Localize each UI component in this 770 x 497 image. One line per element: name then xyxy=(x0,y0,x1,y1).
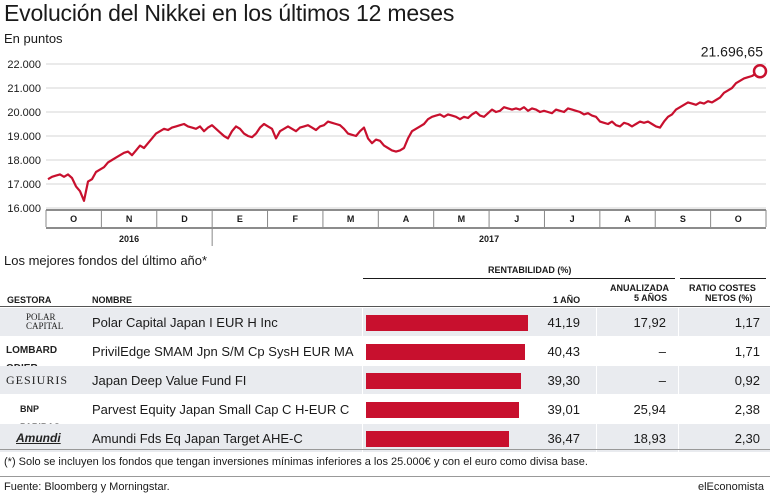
return-bar xyxy=(366,431,510,447)
table-bottom-rule xyxy=(0,449,770,450)
column-separator xyxy=(362,395,363,423)
year-label-2017: 2017 xyxy=(479,234,499,244)
source-text: Fuente: Bloomberg y Morningstar. xyxy=(4,481,170,493)
column-separator xyxy=(362,308,363,336)
ratio-costs-value: 2,30 xyxy=(734,431,760,446)
footnote: (*) Solo se incluyen los fondos que teng… xyxy=(4,456,588,468)
annualized-5y-value: 25,94 xyxy=(633,402,666,417)
return-bar xyxy=(366,315,528,331)
month-label: M xyxy=(458,214,466,224)
header-gestora: GESTORA xyxy=(7,295,52,305)
header-1-ano: 1 AÑO xyxy=(553,295,581,305)
last-value-marker xyxy=(752,64,768,79)
column-separator xyxy=(596,366,597,394)
annualized-5y-value: 17,92 xyxy=(633,315,666,330)
fund-name: Polar Capital Japan I EUR H Inc xyxy=(92,315,278,330)
return-bar xyxy=(366,344,525,360)
y-tick-label: 20.000 xyxy=(7,107,41,119)
nikkei-line-chart: 16.000 17.000 18.000 19.000 20.000 21.000 22.0… xyxy=(7,43,768,246)
column-separator xyxy=(596,395,597,423)
column-separator xyxy=(596,308,597,336)
header-ratio: RATIO COSTES xyxy=(689,283,756,293)
y-tick-label: 16.000 xyxy=(7,203,41,215)
return-1y-value: 41,19 xyxy=(547,315,580,330)
y-tick-label: 21.000 xyxy=(7,83,41,95)
y-tick-label: 19.000 xyxy=(7,131,41,143)
table-row: POLAR CAPITAL Polar Capital Japan I EUR H… xyxy=(0,308,770,336)
month-label: D xyxy=(181,214,188,224)
ratio-costs-value: 1,71 xyxy=(734,344,760,359)
ratio-costs-value: 2,38 xyxy=(734,402,760,417)
fund-name: Japan Deep Value Fund FI xyxy=(92,373,247,388)
column-separator xyxy=(596,337,597,365)
column-separator xyxy=(678,337,679,365)
column-separator xyxy=(678,424,679,452)
gestora-logo: Amundi xyxy=(16,431,61,445)
month-label: N xyxy=(126,214,133,224)
header-anualizada: ANUALIZADA xyxy=(610,283,669,293)
annualized-5y-value: – xyxy=(658,344,666,359)
month-label: J xyxy=(570,214,575,224)
annualized-5y-value: – xyxy=(658,373,666,388)
month-label: O xyxy=(70,214,77,224)
footer-rule xyxy=(0,476,770,477)
nikkei-series-line xyxy=(47,70,761,202)
header-anualizada-5: 5 AÑOS xyxy=(634,293,668,303)
return-1y-value: 36,47 xyxy=(547,431,580,446)
table-row: LOMBARD ODIER PrivilEdge SMAM Jpn S/M Cp … xyxy=(0,337,770,374)
column-separator xyxy=(678,395,679,423)
column-separator xyxy=(362,366,363,394)
y-tick-label: 22.000 xyxy=(7,59,41,71)
brand-text: elEconomista xyxy=(697,481,764,493)
column-separator xyxy=(596,424,597,452)
gestora-logo: BNP PARIBAS xyxy=(20,404,60,432)
header-rentabilidad-line xyxy=(363,278,675,279)
chart-subtitle: En puntos xyxy=(4,31,63,46)
month-label: O xyxy=(735,214,742,224)
y-tick-label: 18.000 xyxy=(7,155,41,167)
annualized-5y-value: 18,93 xyxy=(633,431,666,446)
header-rentabilidad: RENTABILIDAD (%) xyxy=(488,265,572,275)
gestora-logo: LOMBARD ODIER xyxy=(6,345,58,374)
month-label: E xyxy=(237,214,243,224)
month-label: S xyxy=(680,214,686,224)
month-label: M xyxy=(347,214,355,224)
last-value-label: 21.696,65 xyxy=(701,43,763,59)
column-separator xyxy=(362,424,363,452)
gestora-logo: POLAR CAPITAL xyxy=(26,312,64,331)
month-label: J xyxy=(514,214,519,224)
year-label-2016: 2016 xyxy=(119,234,139,244)
return-1y-value: 40,43 xyxy=(547,344,580,359)
header-nombre: NOMBRE xyxy=(92,295,132,305)
funds-title: Los mejores fondos del último año* xyxy=(4,253,208,268)
column-separator xyxy=(678,308,679,336)
return-bar xyxy=(366,402,520,418)
table-row: Amundi Amundi Fds Eq Japan Target AHE-C 36… xyxy=(0,424,770,452)
header-bottom-line xyxy=(0,306,770,307)
header-ratio-2: NETOS (%) xyxy=(705,293,753,303)
return-bar xyxy=(366,373,521,389)
gestora-logo: GESIURIS xyxy=(6,373,69,387)
table-row: GESIURIS Japan Deep Value Fund FI 39,30 – 0,… xyxy=(0,366,770,394)
header-ratio-line xyxy=(680,278,766,279)
ratio-costs-value: 0,92 xyxy=(734,373,760,388)
fund-name: Parvest Equity Japan Small Cap C H-EUR C xyxy=(92,402,350,417)
month-label: F xyxy=(292,214,298,224)
fund-name: Amundi Fds Eq Japan Target AHE-C xyxy=(92,431,303,446)
return-1y-value: 39,01 xyxy=(547,402,580,417)
column-separator xyxy=(678,366,679,394)
return-1y-value: 39,30 xyxy=(547,373,580,388)
ratio-costs-value: 1,17 xyxy=(734,315,760,330)
y-tick-label: 17.000 xyxy=(7,179,41,191)
table-row: BNP PARIBAS Parvest Equity Japan Small Ca… xyxy=(0,395,770,432)
fund-name: PrivilEdge SMAM Jpn S/M Cp SysH EUR MA xyxy=(92,344,354,359)
chart-title: Evolución del Nikkei en los últimos 12 m… xyxy=(4,0,455,26)
month-label: A xyxy=(403,214,410,224)
month-label: A xyxy=(624,214,631,224)
column-separator xyxy=(362,337,363,365)
